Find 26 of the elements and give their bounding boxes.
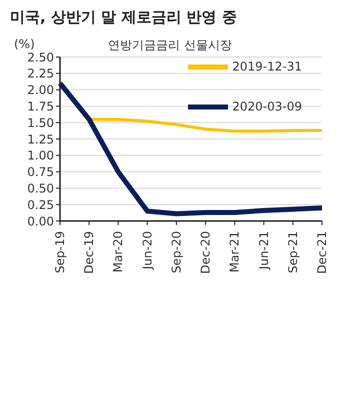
x-tick-label: Sep-21 xyxy=(286,231,300,274)
x-tick-label: Mar-21 xyxy=(228,231,242,272)
y-tick-label: 0.00 xyxy=(27,214,54,228)
x-tick-label: Dec-20 xyxy=(198,231,213,274)
legend-label: 2020-03-09 xyxy=(232,99,302,114)
y-tick-label: 1.50 xyxy=(27,116,54,130)
x-tick-label: Sep-19 xyxy=(53,231,67,274)
y-tick-label: 0.50 xyxy=(27,181,54,196)
y-tick-label: 0.25 xyxy=(27,198,54,212)
x-tick-label: Dec-19 xyxy=(82,231,96,274)
y-axis-title: (%) xyxy=(14,37,35,51)
x-tick-label: Dec-21 xyxy=(315,231,329,274)
y-tick-label: 1.25 xyxy=(27,132,54,146)
y-tick-label: 2.50 xyxy=(27,50,54,64)
chart-subtitle: 연방기금금리 선물시장 xyxy=(108,38,232,52)
x-tick-label: Mar-20 xyxy=(111,231,126,272)
chart-title: 미국, 상반기 말 제로금리 반영 중 xyxy=(10,8,238,27)
y-tick-label: 1.75 xyxy=(27,99,54,114)
x-tick-label: Jun-21 xyxy=(256,231,271,270)
y-tick-label: 0.75 xyxy=(27,165,54,180)
x-tick-label: Jun-20 xyxy=(140,231,154,270)
legend-label: 2019-12-31 xyxy=(232,59,302,74)
y-tick-label: 2.25 xyxy=(27,66,54,81)
y-tick-label: 1.00 xyxy=(27,148,54,163)
y-tick-label: 2.00 xyxy=(27,83,54,98)
x-tick-label: Sep-20 xyxy=(169,231,184,274)
